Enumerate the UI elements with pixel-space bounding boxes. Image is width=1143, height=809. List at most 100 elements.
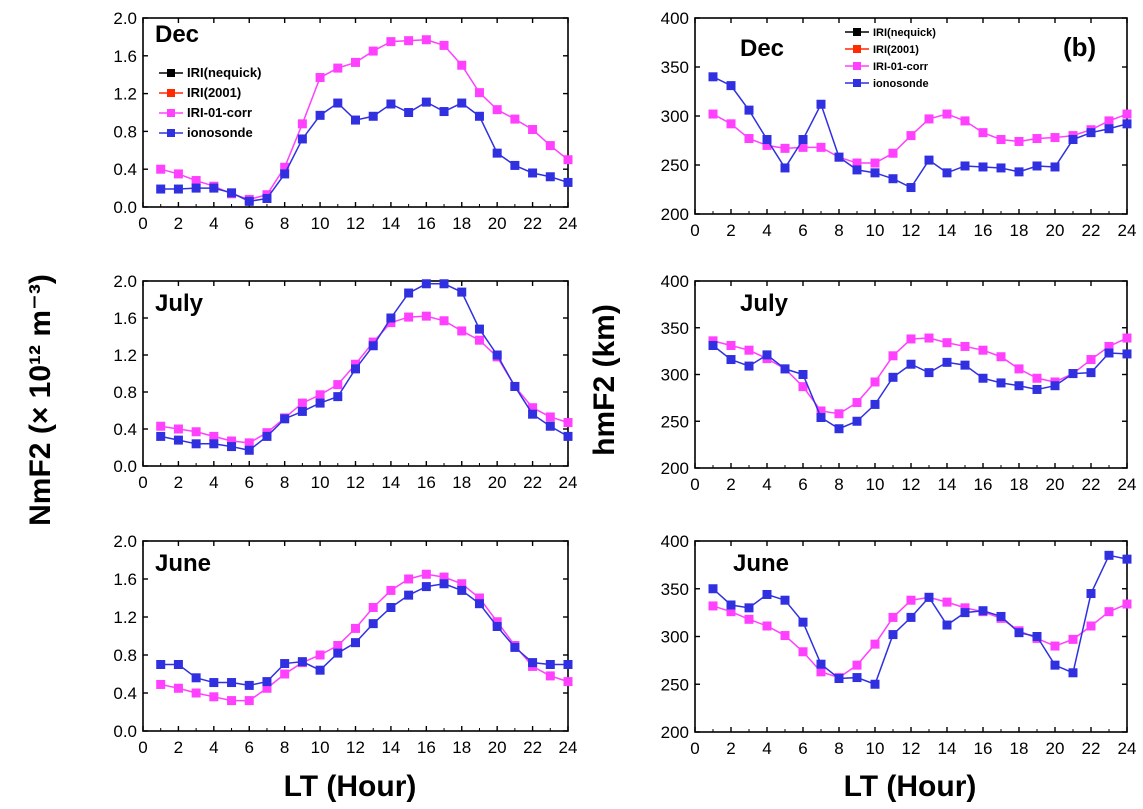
data-point [744,345,754,355]
data-point [1086,368,1096,378]
data-point [906,131,916,141]
month-label: July [740,290,789,317]
x-tick-label: 20 [1046,739,1065,758]
data-point [960,341,970,351]
legend-entry: ionosonde [187,125,253,140]
legend-entry: IRI-01-corr [873,61,929,73]
y-tick-label: 250 [661,675,689,694]
data-point [906,359,916,369]
y-tick-label: 300 [661,366,689,385]
data-point [191,673,201,683]
x-tick-label: 2 [174,214,183,233]
y-tick-label: 1.6 [113,570,137,589]
x-tick-label: 14 [938,739,957,758]
x-tick-label: 10 [866,221,885,240]
data-point [924,368,934,378]
data-point [1086,621,1096,631]
data-point [439,572,449,582]
data-point [173,683,183,693]
data-point [1014,364,1024,374]
data-point [510,381,520,391]
data-point [439,279,449,289]
data-point [960,608,970,618]
data-point [744,614,754,624]
y-tick-label: 200 [661,723,689,742]
data-point [439,579,449,589]
data-point [333,392,343,402]
x-tick-label: 12 [346,738,365,757]
data-point [924,592,934,602]
series-iri-01-corr [156,311,573,448]
x-tick-label: 18 [1010,475,1029,494]
y-tick-label: 2.0 [113,272,137,291]
x-tick-label: 22 [1082,475,1101,494]
data-point [1014,628,1024,638]
data-point [545,172,555,182]
y-tick-label: 0.8 [113,646,137,665]
y-tick-label: 0.8 [113,122,137,141]
data-point [870,377,880,387]
data-point [798,382,808,392]
series-line [712,596,1128,679]
series-iri-01-corr [708,109,1132,168]
legend: IRI(nequick) IRI(2001) IRI-01-corr ionosond… [845,27,936,90]
x-tick-label: 2 [726,739,735,758]
data-point [262,193,272,203]
data-point [262,431,272,441]
data-point [1104,550,1114,560]
y-tick-label: 350 [661,319,689,338]
data-point [726,81,736,91]
series-ionosonde [156,579,573,690]
x-tick-label: 12 [902,739,921,758]
data-point [563,431,573,441]
legend-marker [167,129,175,137]
y-tick-label: 400 [661,9,689,28]
data-point [563,418,573,428]
y-tick-label: 250 [661,412,689,431]
data-point [510,160,520,170]
x-tick-label: 2 [726,221,735,240]
data-point [1086,128,1096,138]
data-point [421,97,431,107]
data-point [1032,373,1042,383]
data-point [510,642,520,652]
data-point [780,631,790,641]
series-line [712,76,1128,189]
data-point [474,88,484,98]
data-point [798,647,808,657]
chart-panel-june-nmf2: 0 2 4 6 8 10 12 14 16 18 20 22 240.00.40.81.21.62.0J… [113,532,577,757]
data-point [351,115,360,125]
x-tick-label: 4 [209,473,218,492]
data-point [798,617,808,627]
left-x-axis-label: LT (Hour) [284,770,417,803]
data-point [942,620,952,630]
x-tick-label: 8 [280,473,289,492]
data-point [492,105,502,115]
x-tick-label: 14 [381,214,400,233]
y-tick-label: 200 [661,459,689,478]
x-tick-label: 16 [974,221,993,240]
legend-marker [167,89,175,97]
data-point [227,696,237,706]
y-tick-label: 0.4 [113,160,137,179]
data-point [924,155,934,165]
x-tick-label: 6 [245,738,254,757]
x-tick-label: 6 [245,214,254,233]
data-point [906,334,916,344]
data-point [708,72,718,82]
data-point [942,109,952,119]
data-point [996,611,1006,621]
data-point [386,99,396,109]
x-tick-label: 2 [174,473,183,492]
data-point [244,445,254,455]
data-point [173,424,183,434]
data-point [315,73,325,83]
data-point [244,196,254,206]
data-point [1050,162,1060,172]
data-point [244,680,254,690]
data-point [457,326,467,336]
x-tick-label: 10 [311,738,330,757]
data-point [421,311,431,321]
data-point [996,135,1006,145]
